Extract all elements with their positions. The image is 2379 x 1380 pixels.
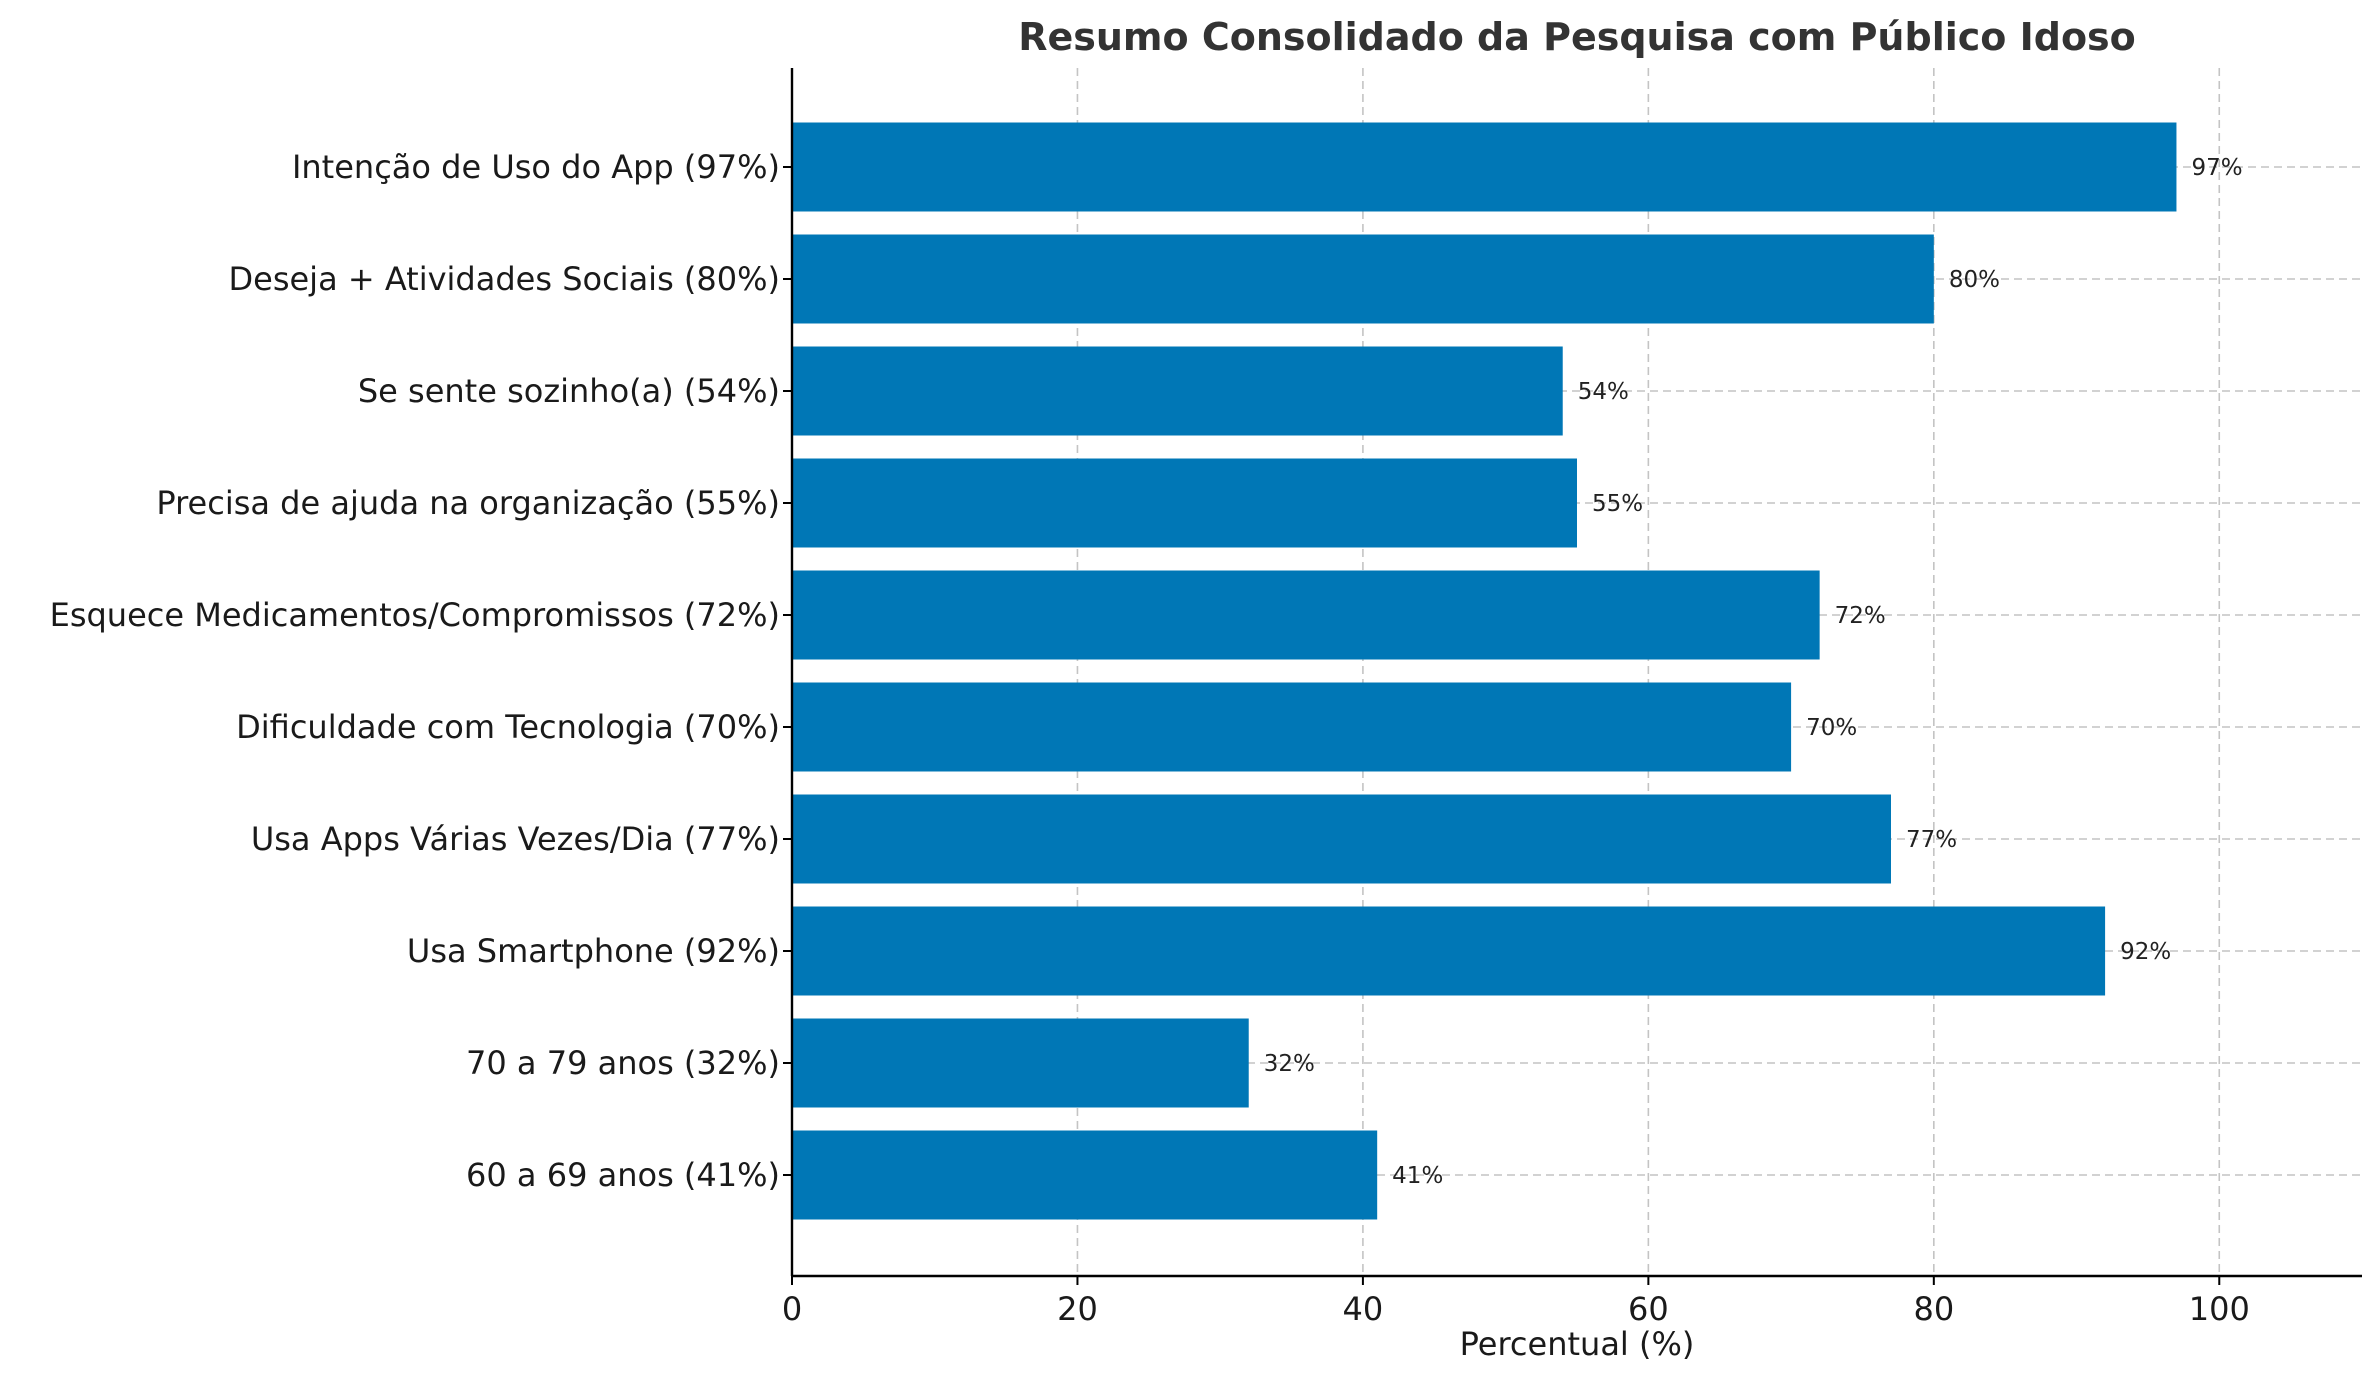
bar <box>792 570 1820 660</box>
bar <box>792 234 1934 324</box>
bars <box>792 122 2177 1220</box>
bar-value-label: 97% <box>2191 155 2242 181</box>
bar <box>792 122 2177 212</box>
data-labels: 97% 80% 54% 55% 72% 70% 77% 92% 32% 41% <box>1264 155 2243 1189</box>
category-label: Esquece Medicamentos/Compromissos (72%) <box>50 596 780 634</box>
bar-value-label: 55% <box>1592 491 1643 517</box>
bar-value-label: 80% <box>1949 267 2000 293</box>
bar-value-label: 92% <box>2120 939 2171 965</box>
bar <box>792 682 1792 772</box>
bar <box>792 794 1891 884</box>
bar-value-label: 77% <box>1906 827 1957 853</box>
category-label: Precisa de ajuda na organização (55%) <box>156 484 780 522</box>
bar <box>792 458 1577 548</box>
category-label: Usa Smartphone (92%) <box>407 932 780 970</box>
x-tick-label: 60 <box>1628 1290 1669 1328</box>
x-tick-label: 100 <box>2189 1290 2250 1328</box>
bar-value-label: 72% <box>1835 603 1886 629</box>
bar-value-label: 41% <box>1392 1163 1443 1189</box>
category-label: 70 a 79 anos (32%) <box>466 1044 780 1082</box>
category-label: Usa Apps Várias Vezes/Dia (77%) <box>251 820 780 858</box>
chart-title: Resumo Consolidado da Pesquisa com Públi… <box>1018 15 2136 59</box>
bar <box>792 346 1563 436</box>
x-axis-label: Percentual (%) <box>1460 1325 1695 1363</box>
x-tick-label: 40 <box>1343 1290 1384 1328</box>
category-label: Dificuldade com Tecnologia (70%) <box>236 708 780 746</box>
x-tick-label: 0 <box>782 1290 802 1328</box>
x-axis-ticks: 0 20 40 60 80 100 <box>782 166 2250 1328</box>
category-label: 60 a 69 anos (41%) <box>466 1156 780 1194</box>
bar-value-label: 32% <box>1264 1051 1315 1077</box>
bar <box>792 1018 1249 1108</box>
category-labels: Intenção de Uso do App (97%) Deseja + Ati… <box>50 148 780 1194</box>
bar-value-label: 70% <box>1806 715 1857 741</box>
bar-value-label: 54% <box>1578 379 1629 405</box>
category-label: Se sente sozinho(a) (54%) <box>358 372 780 410</box>
category-label: Deseja + Atividades Sociais (80%) <box>228 260 780 298</box>
category-label: Intenção de Uso do App (97%) <box>292 148 780 186</box>
bar <box>792 906 2106 996</box>
bar <box>792 1130 1378 1220</box>
x-tick-label: 80 <box>1913 1290 1954 1328</box>
x-tick-label: 20 <box>1057 1290 1098 1328</box>
